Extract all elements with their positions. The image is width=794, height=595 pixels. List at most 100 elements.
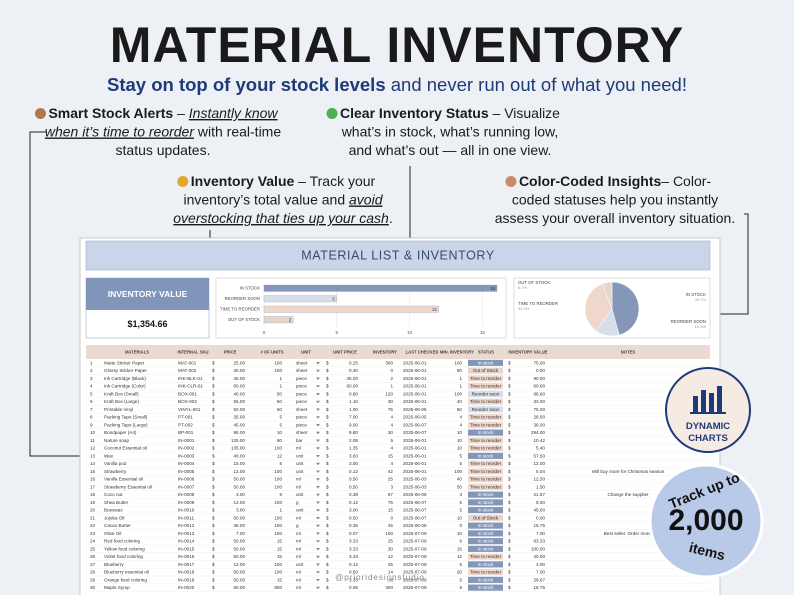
feature-normal: status updates. bbox=[116, 142, 211, 158]
value-amount: $1,354.66 bbox=[127, 319, 167, 329]
status-pill bbox=[468, 460, 503, 467]
x-tick-label: 15 bbox=[480, 330, 486, 335]
status-text: In stock bbox=[478, 531, 495, 536]
table-cell: 2025-07-09 bbox=[403, 562, 427, 567]
table-cell: 0.06 bbox=[349, 585, 358, 590]
table-cell: 0.07 bbox=[349, 531, 358, 536]
table-cell: 60.00 bbox=[534, 384, 546, 389]
value-card-header bbox=[86, 278, 209, 310]
table-cell: IN-0018 bbox=[178, 570, 195, 575]
table-cell: 14 bbox=[90, 461, 96, 466]
table-cell: Kraft Box (Large) bbox=[104, 399, 139, 404]
table-cell: 24 bbox=[90, 539, 96, 544]
table-cell: 6 bbox=[459, 539, 462, 544]
status-pill bbox=[468, 437, 503, 444]
table-cell: 0.00 bbox=[536, 515, 545, 520]
feature-bold: Clear Inventory Status bbox=[340, 105, 489, 121]
table-cell: INK-CLR-01 bbox=[178, 384, 203, 389]
currency: $ bbox=[212, 523, 215, 528]
table-cell: 18.75 bbox=[534, 585, 546, 590]
table-cell: 15 bbox=[277, 546, 283, 551]
currency: $ bbox=[212, 469, 215, 474]
table-cell: 3.00 bbox=[236, 492, 245, 497]
table-cell: 4 bbox=[390, 446, 393, 451]
table-cell: 9.80 bbox=[349, 430, 358, 435]
table-cell: 0.38 bbox=[349, 492, 358, 497]
table-cell: 25.00 bbox=[234, 360, 246, 365]
currency: $ bbox=[326, 391, 329, 396]
table-cell: 23 bbox=[90, 531, 96, 536]
table-cell: Ink Cartridge (Color) bbox=[104, 384, 146, 389]
dropdown-arrow bbox=[316, 393, 320, 396]
currency: $ bbox=[212, 453, 215, 458]
dropdown-arrow bbox=[316, 377, 320, 380]
currency: $ bbox=[508, 360, 511, 365]
table-cell: 10 bbox=[457, 438, 463, 443]
status-pill bbox=[468, 545, 503, 552]
table-cell: MAT-001 bbox=[178, 360, 197, 365]
table-cell: 6 bbox=[90, 399, 93, 404]
bar-value: 2 bbox=[289, 317, 292, 322]
table-cell: 60 bbox=[277, 438, 283, 443]
currency: $ bbox=[508, 469, 511, 474]
status-text: In stock bbox=[478, 546, 495, 551]
table-cell: 4 bbox=[390, 422, 393, 427]
table-cell: 0.35 bbox=[349, 523, 358, 528]
status-pill bbox=[468, 468, 503, 475]
table-cell: 1 bbox=[279, 508, 282, 513]
badge-circle bbox=[648, 463, 764, 579]
table-cell: 100 bbox=[274, 477, 282, 482]
table-cell: Bondpaper (A4) bbox=[104, 430, 137, 435]
pie-value: 34.3% bbox=[518, 306, 530, 311]
feature-emph: Instantly know bbox=[189, 105, 279, 121]
table-cell: Violet food coloring bbox=[104, 554, 143, 559]
status-text: Time to reorder bbox=[470, 376, 502, 381]
table-cell: ml bbox=[296, 585, 301, 590]
dropdown-arrow bbox=[316, 400, 320, 404]
pie-label: IN STOCK bbox=[686, 292, 706, 297]
table-cell: 10 bbox=[457, 515, 463, 520]
table: MATERIALS INTERNAL SKU PRICE # OF UNITS UNIT… bbox=[86, 350, 710, 592]
feature-line: overstocking that ties up your cash. bbox=[173, 210, 392, 226]
table-cell: Will buy more for Christmas season bbox=[592, 469, 665, 474]
table-cell: Best seller. Order more. bbox=[604, 531, 653, 536]
status-pill bbox=[468, 476, 503, 483]
table-cell: 7.00 bbox=[349, 415, 358, 420]
table-cell: Olive Oil bbox=[104, 531, 121, 536]
table-cell: sheet bbox=[296, 407, 308, 412]
currency: $ bbox=[508, 399, 511, 404]
table-cell: 5 bbox=[390, 438, 393, 443]
status-pill bbox=[468, 414, 503, 421]
table-cell: 46.00 bbox=[234, 453, 246, 458]
table-cell: 45.00 bbox=[534, 508, 546, 513]
column-header: MATERIALS bbox=[125, 350, 149, 355]
currency: $ bbox=[326, 554, 329, 559]
currency: $ bbox=[212, 570, 215, 575]
currency: $ bbox=[508, 531, 511, 536]
feature-bold: Inventory Value bbox=[191, 173, 295, 189]
table-cell: IN-0008 bbox=[178, 492, 195, 497]
table-cell: 5.40 bbox=[536, 446, 545, 451]
table-cell: 50 bbox=[277, 399, 283, 404]
table-cell: 2025-06-01 bbox=[403, 453, 427, 458]
table-cell: Glossy Sticker Paper bbox=[104, 368, 147, 373]
table-cell: unit bbox=[296, 461, 304, 466]
table-cell: 125.00 bbox=[231, 438, 245, 443]
table-cell: 5 bbox=[90, 391, 93, 396]
table-cell: 9.00 bbox=[349, 422, 358, 427]
table-cell: Yellow food coloring bbox=[104, 546, 145, 551]
currency: $ bbox=[326, 477, 329, 482]
feature-line: when it’s time to reorder with real-time bbox=[45, 124, 281, 140]
table-cell: 40 bbox=[457, 399, 463, 404]
status-text: Time to reorder bbox=[470, 570, 502, 575]
badge-number: 2,000 bbox=[668, 504, 743, 537]
table-cell: 2.08 bbox=[349, 438, 358, 443]
table-cell: Blueberry essential oil bbox=[104, 570, 149, 575]
table-cell: ml bbox=[296, 531, 301, 536]
currency: $ bbox=[508, 438, 511, 443]
table-cell: unit bbox=[296, 453, 304, 458]
currency: $ bbox=[326, 585, 329, 590]
table-cell: Coco nut bbox=[104, 492, 123, 497]
sheet-title: MATERIAL LIST & INVENTORY bbox=[301, 249, 495, 263]
table-cell: 2025-07-09 bbox=[403, 585, 427, 590]
